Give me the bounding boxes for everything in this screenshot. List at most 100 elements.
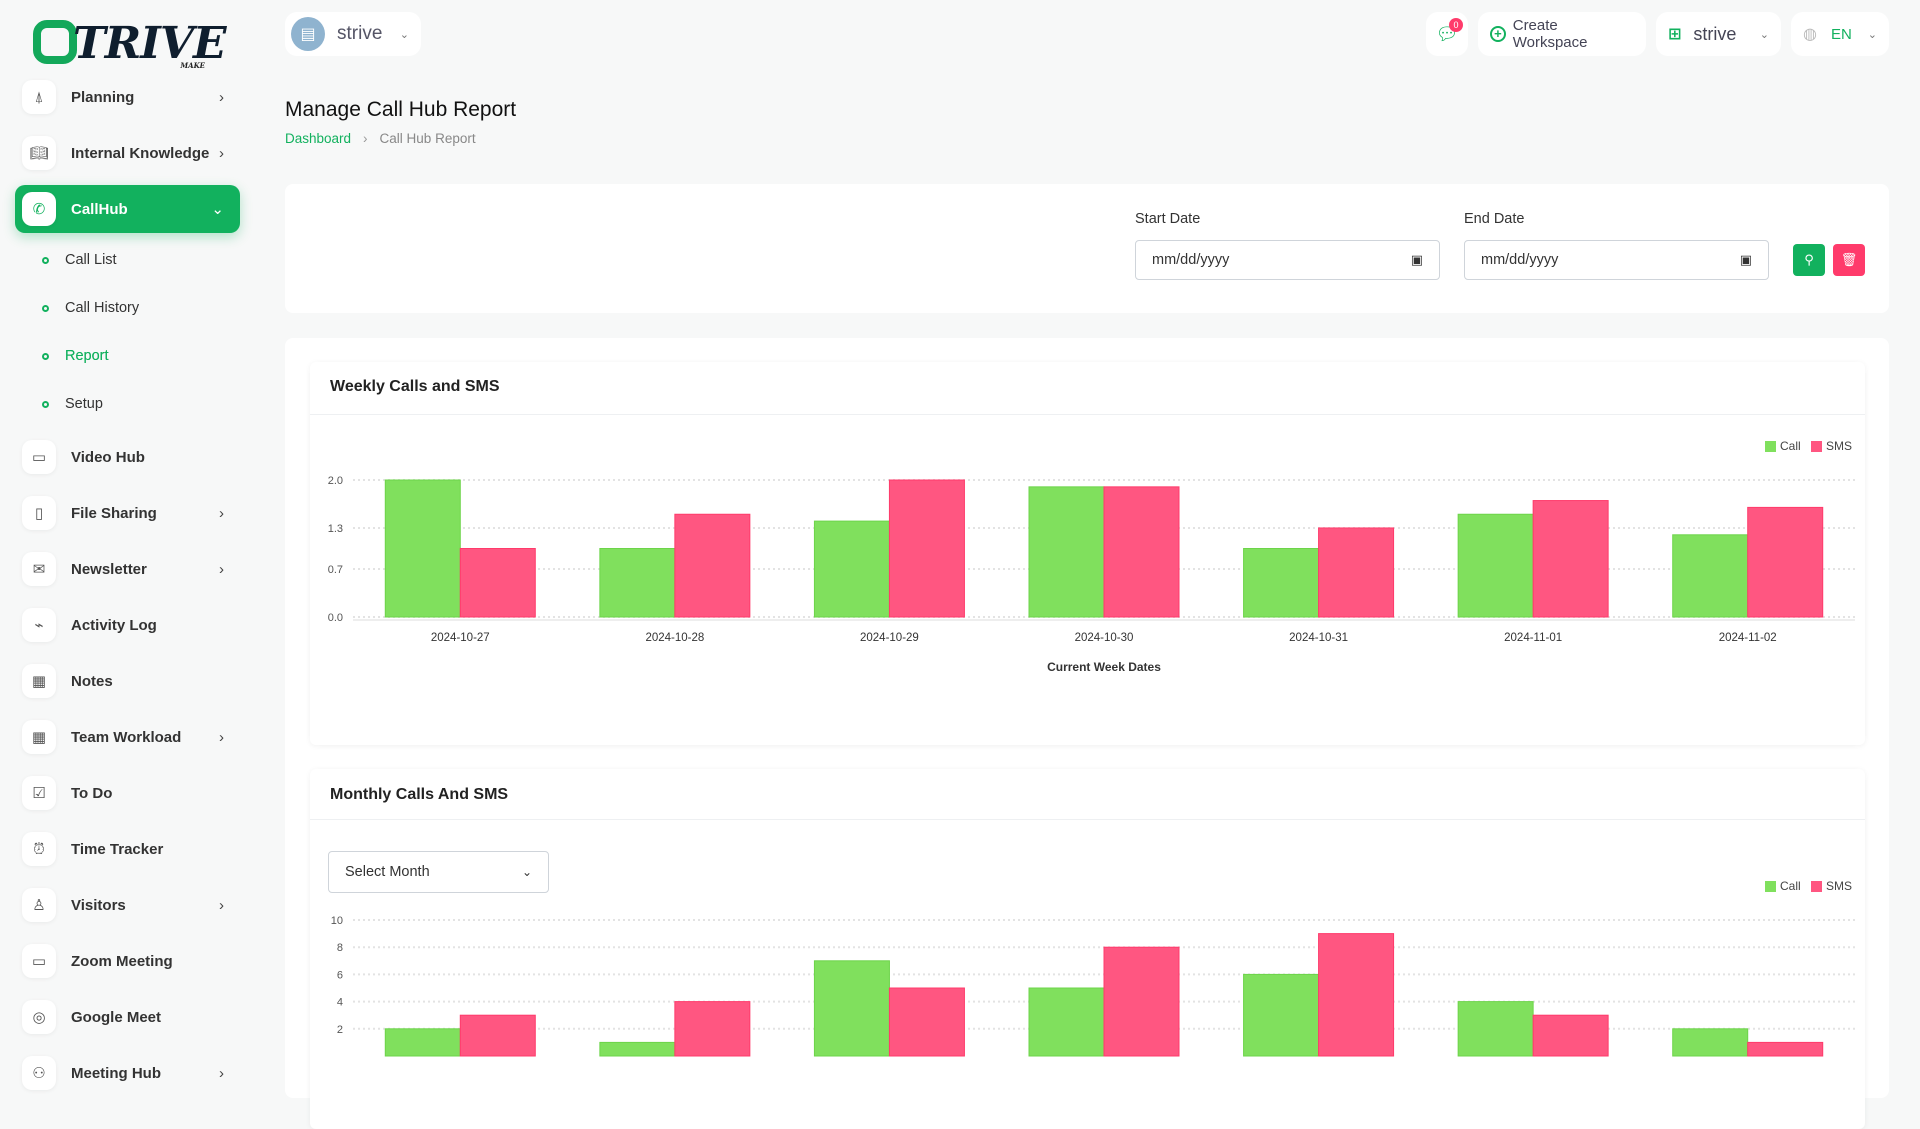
- users-icon: ⚇: [22, 1056, 56, 1090]
- sidebar-item-label: File Sharing: [71, 504, 157, 522]
- chevron-right-icon: ›: [219, 896, 224, 914]
- sidebar-item-label: Internal Knowledge: [71, 144, 210, 162]
- bar-sms: [1747, 1041, 1824, 1057]
- bar-call: [1243, 973, 1320, 1057]
- chat-notifications-button[interactable]: 💬︎ 0: [1426, 12, 1468, 56]
- workspace-avatar: ▤: [291, 17, 325, 51]
- bar-call: [599, 548, 676, 618]
- chevron-down-icon: ⌄: [211, 201, 224, 218]
- sidebar-item-label: Planning: [71, 88, 135, 106]
- strive-logo[interactable]: TRIVE MAKE: [33, 18, 227, 70]
- sidebar-item-label: Google Meet: [71, 1008, 162, 1026]
- logo-s-mark: [33, 20, 77, 64]
- sidebar-item-activity-log[interactable]: ⌁ Activity Log: [15, 601, 240, 649]
- sidebar-item-team-workload[interactable]: ▦ Team Workload ›: [15, 713, 240, 761]
- bar-sms: [1318, 933, 1395, 1057]
- y-tick-label: 10: [331, 915, 343, 927]
- calendar-icon[interactable]: ▣: [1739, 252, 1752, 267]
- language-label: EN: [1830, 25, 1852, 43]
- weekly-bar-chart: 0.0 0.7 1.3 2.0 2024-10-27 2024-10-28 2024-10-…: [328, 439, 1855, 674]
- sidebar-item-zoom-meeting[interactable]: ▭ Zoom Meeting: [15, 937, 240, 985]
- workspace-switch-label: strive: [1693, 23, 1737, 44]
- sidebar-item-label: CallHub: [71, 200, 128, 218]
- plus-circle-icon: +: [1490, 26, 1506, 42]
- y-tick-label: 0.0: [328, 612, 343, 624]
- sidebar-subitem-call-history[interactable]: Call History: [42, 300, 139, 316]
- sidebar-item-label: Team Workload: [71, 728, 182, 746]
- y-tick-label: 6: [337, 969, 343, 981]
- sidebar-item-visitors[interactable]: ♙ Visitors ›: [15, 881, 240, 929]
- bar-sms: [459, 1014, 536, 1057]
- x-tick-label: 2024-10-31: [1289, 632, 1348, 644]
- clear-filter-button[interactable]: 🗑︎: [1833, 244, 1865, 276]
- sidebar-item-label: To Do: [71, 784, 113, 802]
- end-date-label: End Date: [1464, 211, 1525, 227]
- create-workspace-button[interactable]: + Create Workspace: [1478, 12, 1646, 56]
- sidebar-item-callhub[interactable]: ✆ CallHub ⌄: [15, 185, 240, 233]
- sidebar-item-time-tracker[interactable]: ⏰︎ Time Tracker: [15, 825, 240, 873]
- breadcrumb-dashboard[interactable]: Dashboard: [285, 131, 352, 146]
- bar-sms: [1103, 486, 1180, 618]
- sidebar-item-label: Meeting Hub: [71, 1064, 161, 1082]
- bar-sms: [1532, 1014, 1609, 1057]
- calendar-icon: ▦: [22, 664, 56, 698]
- sidebar-subitem-setup[interactable]: Setup: [42, 396, 103, 412]
- chevron-down-icon: ⌄: [521, 865, 532, 879]
- start-date-input[interactable]: mm/dd/yyyy ▣: [1135, 240, 1440, 280]
- bar-call: [1028, 987, 1105, 1057]
- bar-call: [1457, 513, 1534, 618]
- x-tick-label: 2024-11-02: [1719, 632, 1777, 644]
- notification-badge: 0: [1449, 18, 1463, 32]
- breadcrumb: Dashboard › Call Hub Report: [285, 131, 476, 146]
- language-selector[interactable]: ◍ EN ⌄: [1791, 12, 1889, 56]
- x-tick-label: 2024-10-29: [860, 632, 919, 644]
- bar-call: [1028, 486, 1105, 618]
- sidebar-subitem-label-wrap: Setup: [65, 396, 103, 412]
- legend-label: Call: [1780, 879, 1801, 893]
- date-filter-card: Start Date mm/dd/yyyy ▣ End Date mm/dd/y…: [285, 184, 1889, 313]
- calendar-icon[interactable]: ▣: [1410, 252, 1423, 267]
- bullet-icon: [42, 400, 49, 408]
- charts-card: Weekly Calls and SMS 0.0 0.7 1.3 2.0 2024-10…: [285, 338, 1889, 1129]
- sidebar-subitem-label: Report: [65, 348, 109, 364]
- y-tick-label: 2: [337, 1024, 343, 1036]
- bar-call: [599, 1041, 676, 1057]
- sidebar-item-google-meet[interactable]: ◎ Google Meet: [15, 993, 240, 1041]
- legend-swatch-call: [1765, 441, 1776, 452]
- sidebar-subitem-label: Setup: [65, 396, 103, 412]
- video-icon: ▭: [22, 440, 56, 474]
- bar-sms: [1747, 506, 1824, 618]
- sidebar-subitem-call-list[interactable]: Call List: [42, 252, 117, 268]
- y-tick-label: 0.7: [328, 564, 343, 576]
- workspace-switcher[interactable]: ⊞ strive ⌄: [1656, 12, 1781, 56]
- sidebar-item-planning[interactable]: ⍋ Planning ›: [15, 73, 240, 121]
- workspace-dropdown[interactable]: ▤ strive ⌄: [285, 12, 421, 56]
- sidebar-item-notes[interactable]: ▦ Notes: [15, 657, 240, 705]
- sidebar-item-meeting-hub[interactable]: ⚇ Meeting Hub ›: [15, 1049, 240, 1097]
- bar-call: [1672, 1028, 1749, 1057]
- bar-sms: [674, 1001, 751, 1057]
- chevron-down-icon: ⌄: [1867, 28, 1877, 41]
- sidebar-item-label: Time Tracker: [71, 840, 164, 858]
- search-button[interactable]: ⚲: [1793, 244, 1825, 276]
- monthly-chart-card: Monthly Calls And SMS Select Month ⌄ 2 4 6…: [310, 769, 1865, 1129]
- end-date-placeholder: mm/dd/yyyy: [1481, 252, 1559, 268]
- legend-swatch-sms: [1811, 881, 1822, 892]
- month-select[interactable]: Select Month ⌄: [328, 851, 549, 893]
- chevron-down-icon: ⌄: [1759, 28, 1769, 41]
- sidebar-item-newsletter[interactable]: ✉ Newsletter ›: [15, 545, 240, 593]
- sidebar-item-internal-knowledge[interactable]: 📖︎ Internal Knowledge ›: [15, 129, 240, 177]
- bar-call: [813, 520, 890, 618]
- end-date-input[interactable]: mm/dd/yyyy ▣: [1464, 240, 1769, 280]
- y-tick-label: 4: [337, 997, 343, 1009]
- sidebar-item-to-do[interactable]: ☑ To Do: [15, 769, 240, 817]
- sidebar-subitem-label: Call History: [65, 300, 140, 316]
- sidebar-item-video-hub[interactable]: ▭ Video Hub: [15, 433, 240, 481]
- weekly-chart-card: Weekly Calls and SMS 0.0 0.7 1.3 2.0 2024-10…: [310, 362, 1865, 745]
- x-tick-label: 2024-11-01: [1504, 632, 1562, 644]
- bullet-icon: [42, 256, 49, 264]
- legend-label: SMS: [1826, 439, 1852, 453]
- sidebar-subitem-report[interactable]: Report Report: [42, 348, 109, 364]
- sidebar-item-file-sharing[interactable]: ▯ File Sharing ›: [15, 489, 240, 537]
- activity-icon: ⌁: [22, 608, 56, 642]
